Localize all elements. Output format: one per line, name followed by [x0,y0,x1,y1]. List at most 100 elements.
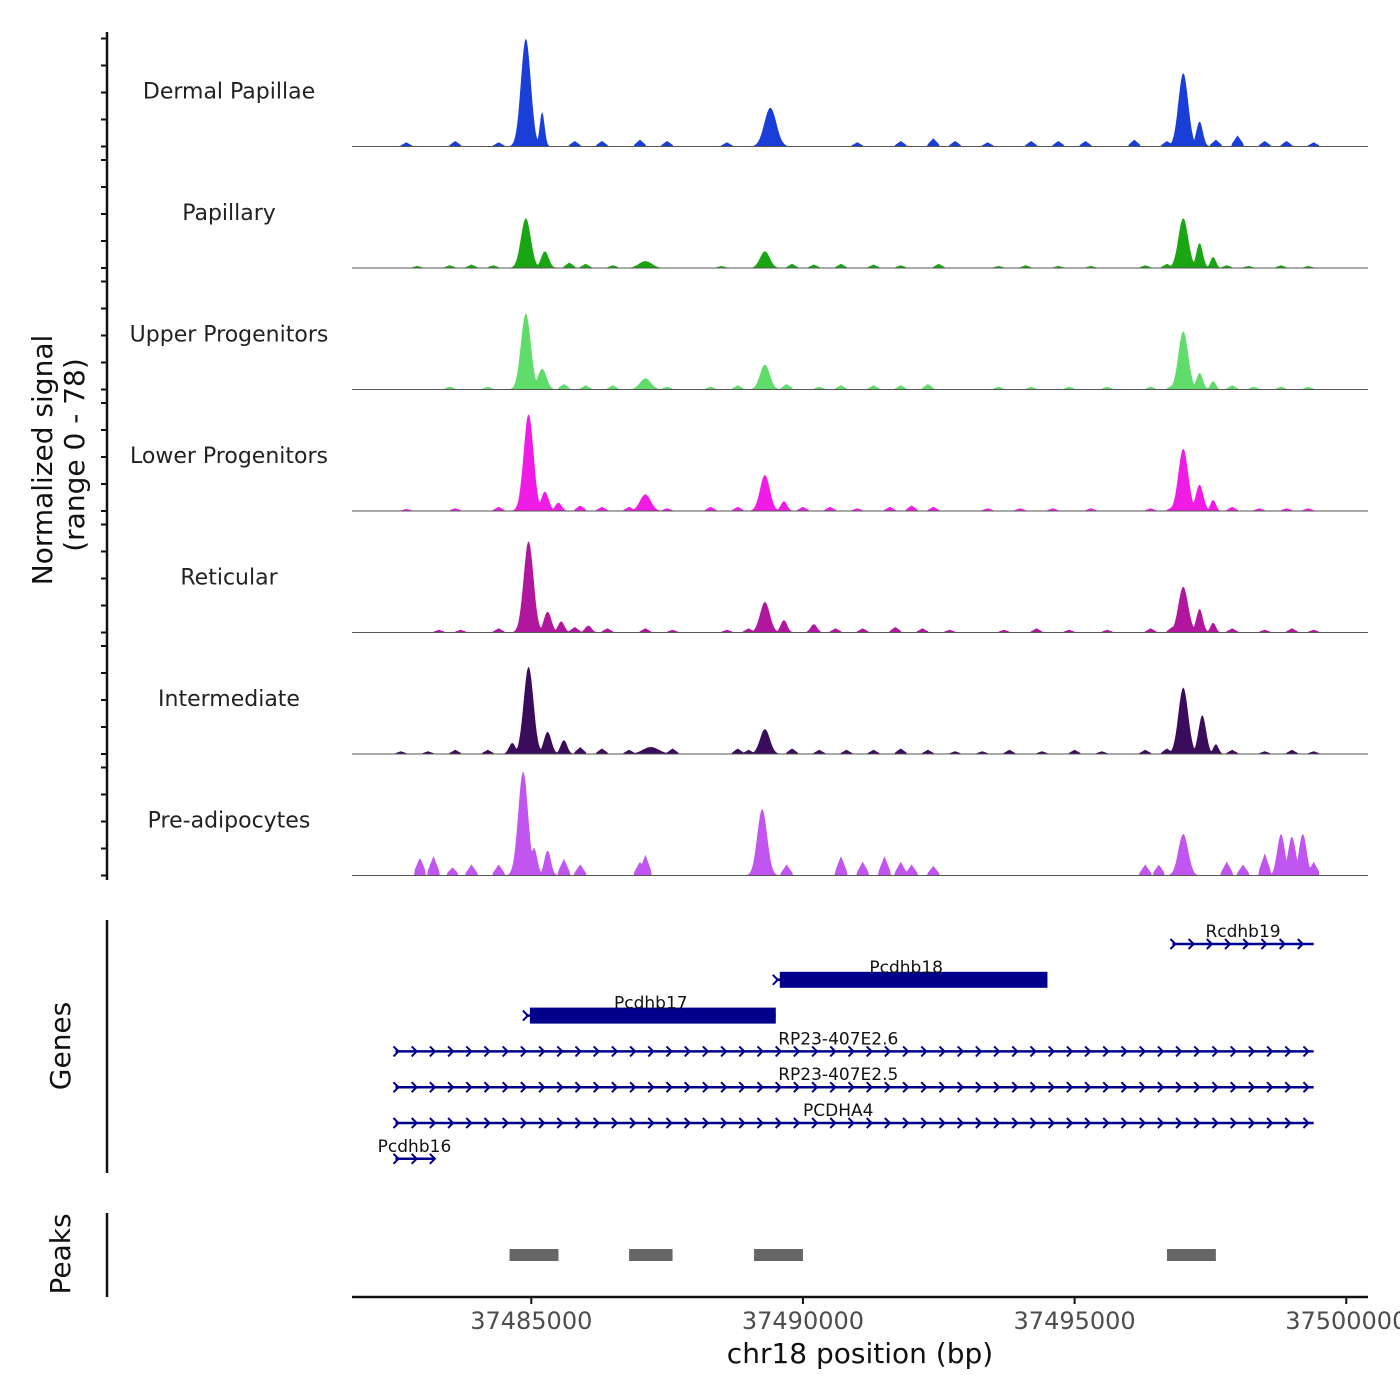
strand-arrow [956,1117,965,1129]
strand-arrow [574,1045,582,1058]
strand-arrow [920,1081,928,1093]
strand-arrow [465,1117,473,1129]
strand-arrow [574,1081,582,1093]
strand-arrow [483,1081,491,1093]
strand-arrow [993,1045,1001,1058]
strand-arrow [410,1081,419,1093]
strand-arrow [1266,1045,1274,1058]
strand-arrow [829,1117,837,1129]
peaks-track [105,1213,1216,1297]
strand-arrow [683,1045,692,1058]
strand-arrow [720,1117,728,1129]
strand-arrow [611,1081,619,1093]
strand-arrow [1120,1081,1128,1093]
track-reticular: Reticular [101,523,1368,634]
gene-label: PCDHA4 [803,1101,873,1121]
track-dermal-papillae: Dermal Papillae [101,37,1368,148]
coverage-tracks: Dermal Papillae Papillary Upper Progenitor… [101,32,1368,880]
strand-arrow [465,1045,473,1058]
gene-exon [779,971,1048,988]
strand-arrow [520,1117,528,1129]
track-label: Upper Progenitors [130,323,329,348]
strand-arrow [902,1117,910,1129]
strand-arrow [465,1081,473,1093]
track-label: Papillary [182,201,276,226]
strand-arrow [738,1081,746,1093]
strand-arrow [829,1045,837,1058]
strand-arrow [1284,1117,1292,1129]
x-tick-label: 37500000 [1285,1307,1400,1335]
strand-arrow [847,1045,855,1058]
track-label: Intermediate [158,687,300,712]
strand-arrow [410,1117,419,1129]
peak-region [629,1249,673,1261]
strand-arrow [865,1081,874,1093]
strand-arrow [811,1081,819,1093]
strand-arrow [1302,1117,1310,1129]
strand-arrow [1266,1081,1274,1093]
strand-arrow [1284,1081,1292,1093]
coverage-area [368,414,1320,511]
coverage-area [368,313,1320,390]
strand-arrow [956,1045,965,1058]
strand-arrow [702,1081,710,1093]
strand-arrow [1211,1045,1219,1058]
strand-arrow [938,1081,946,1093]
strand-arrow [647,1045,655,1058]
strand-arrow [665,1045,673,1058]
strand-arrow [1120,1045,1128,1058]
strand-arrow [611,1117,619,1129]
strand-arrow [774,1117,783,1129]
y-axis-title-line2: (range 0 - 78) [58,358,91,552]
track-intermediate: Intermediate [101,645,1368,755]
strand-arrow [1302,1081,1310,1093]
strand-arrow [772,974,780,986]
gene-exon [529,1007,776,1024]
strand-arrow [938,1045,946,1058]
strand-arrow [1102,1117,1110,1129]
peak-region [509,1249,559,1261]
strand-arrow [956,1081,965,1093]
strand-arrow [447,1117,455,1129]
gene-label: Pcdhb18 [869,958,943,978]
gene-pcdhb17: Pcdhb17 [522,994,776,1024]
strand-arrow [392,1153,400,1165]
strand-arrow [683,1117,692,1129]
strand-arrow [538,1081,546,1093]
strand-arrow [1011,1081,1019,1093]
strand-arrow [592,1117,601,1129]
strand-arrow [1011,1045,1019,1058]
strand-arrow [574,1117,582,1129]
strand-arrow [1169,938,1177,950]
strand-arrow [902,1045,910,1058]
gene-pcdhb18: Pcdhb18 [772,958,1048,988]
strand-arrow [884,1045,892,1058]
x-tick-label: 37485000 [470,1307,592,1335]
track-label: Pre-adipocytes [148,809,311,834]
strand-arrow [847,1117,855,1129]
x-axis: 37485000 37490000 37495000 37500000 [352,1295,1400,1335]
strand-arrow [975,1117,983,1129]
strand-arrow [793,1117,801,1129]
peak-region [754,1249,803,1261]
strand-arrow [993,1117,1001,1129]
strand-arrow [522,1009,530,1022]
x-axis-title: chr18 position (bp) [727,1337,993,1370]
strand-arrow [1242,938,1250,950]
strand-arrow [1266,1117,1274,1129]
strand-arrow [447,1081,455,1093]
strand-arrow [1138,1117,1147,1129]
strand-arrow [429,1153,437,1165]
gene-label: RP23-407E2.5 [778,1065,898,1085]
strand-arrow [410,1153,419,1165]
strand-arrow [392,1117,400,1129]
gene-rp23-407e2-5: RP23-407E2.5 [392,1065,1314,1093]
strand-arrow [774,1081,783,1093]
strand-arrow [720,1045,728,1058]
strand-arrow [1229,1117,1238,1129]
strand-arrow [501,1081,510,1093]
coverage-area [368,772,1320,876]
strand-arrow [738,1045,746,1058]
strand-arrow [410,1045,419,1058]
strand-arrow [392,1045,400,1058]
